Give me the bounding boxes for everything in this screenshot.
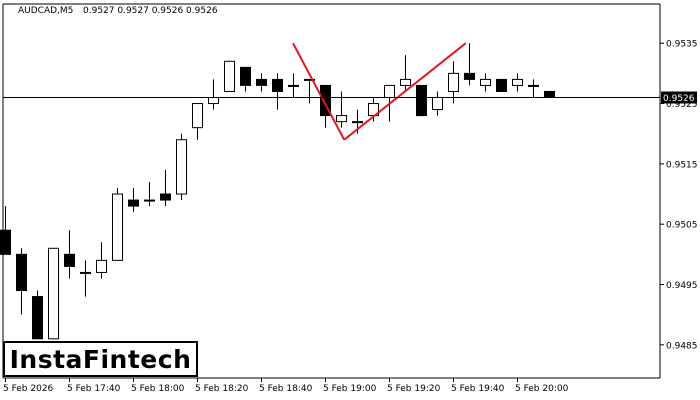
candle-body-bull — [176, 139, 187, 195]
y-tick-label: 0.9535 — [666, 40, 698, 50]
chart-ohlc-readout: 0.9527 0.9527 0.9526 0.9526 — [83, 6, 218, 16]
candle-16 — [256, 73, 267, 92]
y-tick-label: 0.9505 — [666, 221, 698, 231]
candle-body-bull — [400, 78, 411, 86]
candle-body-bear — [496, 78, 507, 92]
candle-body-bull — [80, 271, 91, 274]
candle-17 — [272, 73, 283, 110]
candle-31 — [496, 78, 507, 92]
x-tick-label: 5 Feb 20:00 — [515, 384, 569, 394]
y-tick-label: 0.9525 — [666, 100, 698, 110]
candle-32 — [512, 73, 523, 92]
candle-26 — [416, 84, 427, 117]
candle-body-bull — [448, 72, 459, 92]
candle-33 — [528, 79, 539, 98]
candle-body-bear — [32, 296, 43, 340]
candle-34 — [544, 90, 555, 99]
candle-7 — [112, 187, 123, 261]
candle-14 — [224, 60, 235, 92]
candle-18 — [288, 73, 299, 98]
brand-logo: InstaFintech — [3, 341, 198, 377]
current-price-tag-label: 0.9526 — [663, 94, 695, 104]
pattern-layer — [292, 42, 467, 141]
x-tick-label: 5 Feb 19:40 — [451, 384, 505, 394]
candle-body-bull — [96, 259, 107, 273]
candle-30 — [480, 73, 491, 92]
x-tick-label: 5 Feb 19:00 — [323, 384, 377, 394]
candle-2 — [32, 290, 43, 340]
candle-5 — [80, 260, 91, 297]
candle-9 — [144, 181, 155, 207]
candle-body-bull — [352, 121, 363, 124]
candle-body-bull — [304, 78, 315, 81]
candle-body-bear — [0, 229, 11, 255]
candle-25 — [400, 55, 411, 92]
candle-body-bull — [224, 60, 235, 92]
candles-layer — [0, 43, 555, 340]
candle-11 — [176, 133, 187, 201]
candle-6 — [96, 242, 107, 279]
brand-logo-text: InstaFintech — [9, 344, 192, 374]
candle-body-bear — [464, 72, 475, 80]
candle-body-bear — [16, 253, 27, 292]
candle-body-bear — [320, 84, 331, 117]
candle-body-bull — [288, 84, 299, 87]
candle-body-bear — [64, 253, 75, 267]
candle-3 — [48, 247, 59, 340]
candle-body-bull — [512, 78, 523, 86]
x-axis: 5 Feb 2026 5 Feb 17:40 5 Feb 18:00 5 Feb 18… — [3, 378, 569, 394]
candle-12 — [192, 103, 203, 140]
x-tick-label: 5 Feb 18:20 — [195, 384, 249, 394]
x-tick-label: 5 Feb 18:00 — [131, 384, 185, 394]
x-tick-label: 5 Feb 18:40 — [259, 384, 313, 394]
y-tick-label: 0.9485 — [666, 341, 698, 351]
candle-29 — [464, 43, 475, 86]
candle-body-bear — [272, 78, 283, 92]
chart-symbol-label: AUDCAD,M5 — [18, 6, 73, 16]
candle-body-bear — [240, 66, 251, 86]
candle-body-bull — [384, 84, 395, 99]
candle-body-bull — [432, 97, 443, 111]
x-tick-label: 5 Feb 19:20 — [387, 384, 441, 394]
candle-body-bull — [208, 97, 219, 105]
x-tick-label: 5 Feb 17:40 — [67, 384, 121, 394]
candle-body-bear — [160, 193, 171, 201]
candle-0 — [0, 206, 11, 255]
candle-1 — [16, 248, 27, 315]
candle-19 — [304, 78, 315, 104]
candle-body-bull — [144, 199, 155, 202]
candle-body-bull — [48, 247, 59, 340]
candle-body-bull — [192, 103, 203, 129]
candle-body-bull — [336, 115, 347, 123]
y-tick-label: 0.9495 — [666, 281, 698, 291]
candle-body-bull — [528, 84, 539, 87]
candle-10 — [160, 169, 171, 207]
y-tick-label: 0.9515 — [666, 160, 698, 170]
candle-body-bull — [112, 193, 123, 261]
candle-body-bear — [256, 78, 267, 86]
y-axis: 0.9535 0.9525 0.9515 0.9505 0.9495 0.9485 — [660, 40, 698, 351]
candle-body-bear — [544, 90, 555, 99]
candle-body-bear — [416, 84, 427, 117]
x-tick-label: 5 Feb 2026 — [3, 384, 54, 394]
candle-8 — [128, 187, 139, 213]
candle-4 — [64, 230, 75, 279]
candle-15 — [240, 66, 251, 92]
pattern-line-1 — [343, 42, 467, 141]
candle-28 — [448, 61, 459, 104]
price-line-layer: 0.9526 — [3, 91, 697, 104]
candle-body-bull — [480, 78, 491, 86]
pattern-line-0 — [292, 42, 346, 141]
current-price-tag — [661, 91, 697, 104]
candle-body-bear — [128, 199, 139, 207]
